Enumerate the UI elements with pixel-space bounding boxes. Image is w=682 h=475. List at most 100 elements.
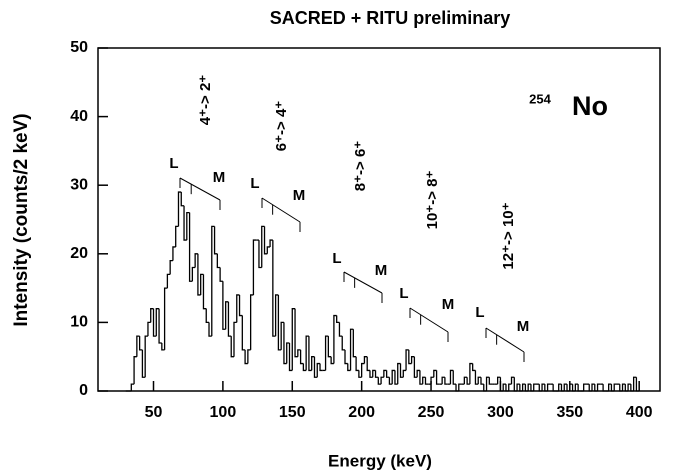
histogram-bin [277, 294, 282, 351]
histogram-bin [227, 301, 232, 337]
y-tick-label: 20 [70, 245, 88, 262]
histogram-bin [152, 308, 157, 337]
histogram-bin [241, 315, 246, 351]
histogram-bin [150, 308, 154, 323]
marker-line [485, 327, 525, 353]
y-tick-label: 0 [79, 382, 88, 399]
histogram-bin [183, 205, 187, 241]
histogram-bin [361, 362, 365, 378]
histogram-bin [388, 377, 393, 385]
histogram-bin [632, 376, 637, 391]
low-marker: L [475, 304, 484, 321]
low-marker: L [250, 175, 259, 192]
histogram-bin [355, 356, 359, 372]
histogram-bin [272, 240, 276, 337]
x-tick-label: 250 [418, 404, 445, 421]
transition-label: 6⁺-> 4⁺ [273, 101, 290, 152]
histogram-bin [138, 336, 143, 351]
histogram-bin [405, 349, 409, 371]
histogram-bin [394, 370, 398, 385]
histogram-bin [177, 191, 182, 227]
histogram-bin [563, 383, 568, 391]
histogram-bin [319, 363, 323, 372]
histogram-bin [377, 377, 382, 385]
histogram-bin [211, 225, 215, 337]
histogram-bin [288, 342, 293, 372]
x-axis-label: Energy (keV) [328, 451, 432, 470]
transition-label: 10⁺-> 8⁺ [424, 171, 441, 230]
histogram-bin [316, 362, 321, 378]
histogram-bin [399, 363, 404, 378]
histogram-bin [560, 384, 565, 392]
histogram-bin [136, 335, 140, 357]
histogram-bin [247, 349, 251, 364]
histogram-bin [186, 211, 190, 241]
histogram-bin [263, 226, 268, 255]
histogram-bin [502, 383, 506, 391]
histogram-bin [474, 370, 479, 385]
histogram-bin [430, 376, 434, 385]
histogram-bin [408, 349, 412, 365]
histogram-bin [613, 383, 617, 391]
histogram-bin [163, 287, 168, 350]
histogram-bin [391, 369, 395, 385]
x-tick-label: 100 [210, 404, 237, 421]
histogram-bin [424, 377, 429, 385]
histogram-bin [477, 376, 481, 385]
histogram-bin [541, 383, 545, 391]
histogram-bin [175, 225, 179, 247]
nucleus-symbol: No [572, 91, 608, 121]
histogram-bin [205, 308, 210, 324]
histogram-bin [516, 383, 520, 391]
y-axis-label: Intensity (counts/2 keV) [11, 113, 32, 326]
histogram-bin [496, 376, 501, 385]
histogram-bin [566, 384, 570, 392]
histogram-bin [261, 225, 265, 268]
histogram-bin [546, 383, 551, 391]
histogram-bin [574, 383, 579, 391]
histogram-bin [313, 356, 318, 378]
histogram-bin [236, 294, 240, 323]
high-marker: M [293, 187, 306, 204]
histogram-bin [602, 384, 606, 392]
y-tick-label: 50 [70, 39, 88, 56]
histogram-bin [383, 369, 387, 378]
histogram-bin [230, 336, 234, 358]
histogram-bin [291, 308, 296, 371]
histogram-bin [533, 383, 537, 391]
histogram-bin [252, 239, 257, 295]
histogram-bin [141, 349, 146, 378]
x-tick-label: 50 [145, 404, 163, 421]
histogram-bin [133, 356, 137, 385]
histogram-bin [621, 383, 626, 391]
transition-label: 8⁺-> 6⁺ [352, 141, 369, 192]
histogram-bin [144, 335, 148, 378]
histogram-bin [269, 239, 273, 247]
transition-label: 4⁺-> 2⁺ [197, 75, 214, 126]
histogram-bin [435, 370, 440, 385]
histogram-bin [363, 356, 368, 364]
histogram-bin [472, 363, 476, 372]
histogram-bin [544, 384, 548, 392]
histogram-bin [452, 370, 457, 385]
histogram-bin [336, 315, 340, 324]
histogram-bin [180, 192, 185, 207]
histogram-bin [266, 246, 271, 254]
histogram-bin [194, 253, 198, 268]
histogram-bin [458, 383, 462, 391]
histogram-bin [222, 281, 226, 330]
low-marker: L [399, 285, 408, 302]
histogram-bin [249, 294, 254, 350]
histogram-bin [238, 294, 243, 317]
high-marker: M [517, 318, 530, 335]
histogram-bin [510, 376, 515, 385]
histogram-bin [485, 376, 490, 391]
x-tick-label: 350 [556, 404, 583, 421]
histogram-bin [397, 362, 401, 385]
nucleus-mass: 254 [529, 91, 551, 106]
histogram-bin [416, 369, 420, 378]
histogram-bin [422, 376, 426, 385]
histogram-bin [558, 383, 562, 391]
histogram-bin [619, 384, 623, 392]
histogram-bin [244, 349, 248, 365]
